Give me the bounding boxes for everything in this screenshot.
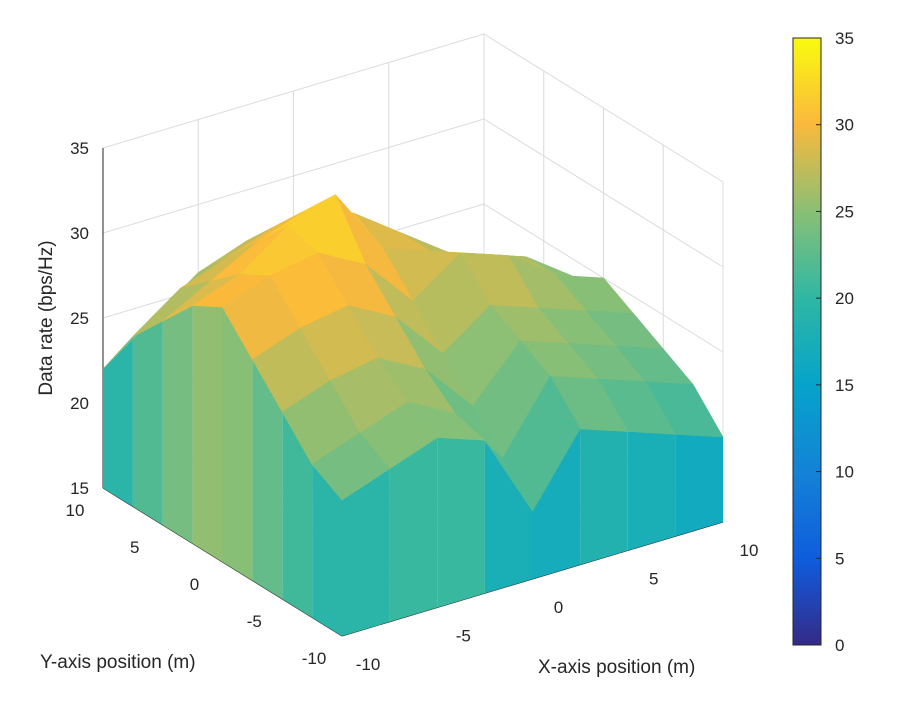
surface-side (484, 440, 533, 594)
y-tick-label: 5 (130, 538, 139, 557)
colorbar-tick-label: 0 (835, 636, 844, 655)
y-tick-label: -10 (302, 649, 327, 668)
surface-mesh (102, 194, 724, 636)
z-tick-label: 35 (70, 139, 89, 158)
colorbar-tick-label: 25 (835, 202, 854, 221)
tick-labels: 15 20 25 30 35 -10 -5 0 5 10 -10 -5 0 5 10 (66, 139, 759, 674)
x-tick-label: -10 (356, 655, 381, 674)
x-tick-label: -5 (456, 627, 471, 646)
surface-side (437, 437, 485, 608)
surface-side (132, 321, 163, 525)
surface-side (580, 428, 628, 565)
wall-gridline (102, 33, 485, 149)
colorbar-tick-label: 15 (835, 376, 854, 395)
x-axis-label: X-axis position (m) (538, 657, 695, 678)
z-axis-label: Data rate (bps/Hz) (36, 240, 57, 395)
x-tick-label: 0 (554, 598, 563, 617)
wall-gridline (483, 118, 724, 268)
colorbar-tick-label: 10 (835, 463, 854, 482)
surface-side (282, 412, 313, 618)
colorbar (792, 37, 822, 646)
wall-gridline (483, 33, 724, 183)
surface-side (342, 468, 390, 636)
surface-side (627, 431, 676, 551)
surface-patch (311, 432, 391, 501)
y-tick-label: 0 (190, 575, 199, 594)
colorbar-ticks: 0 5 10 15 20 25 30 35 (816, 29, 854, 655)
x-tick-label: 10 (740, 541, 759, 560)
surface-side (312, 464, 342, 636)
surface-side (252, 359, 283, 599)
colorbar-tick-label: 20 (835, 289, 854, 308)
y-tick-label: 10 (66, 501, 85, 520)
surface-side (162, 305, 193, 544)
z-tick-label: 15 (70, 479, 89, 498)
surface-side (675, 434, 723, 537)
surface-side (103, 336, 133, 507)
surface-side (192, 305, 223, 562)
z-tick-label: 20 (70, 394, 89, 413)
x-tick-label: 5 (649, 570, 658, 589)
surface-side (222, 307, 253, 581)
colorbar-tick-label: 35 (835, 29, 854, 48)
colorbar-tick-label: 5 (835, 549, 844, 568)
colorbar-tick-label: 30 (835, 116, 854, 135)
wall-gridline (102, 118, 485, 234)
z-tick-label: 30 (70, 224, 89, 243)
surface-side (389, 437, 438, 622)
y-tick-label: -5 (247, 612, 262, 631)
surface-side (532, 428, 581, 579)
y-axis-label: Y-axis position (m) (40, 652, 196, 673)
z-tick-label: 25 (70, 309, 89, 328)
